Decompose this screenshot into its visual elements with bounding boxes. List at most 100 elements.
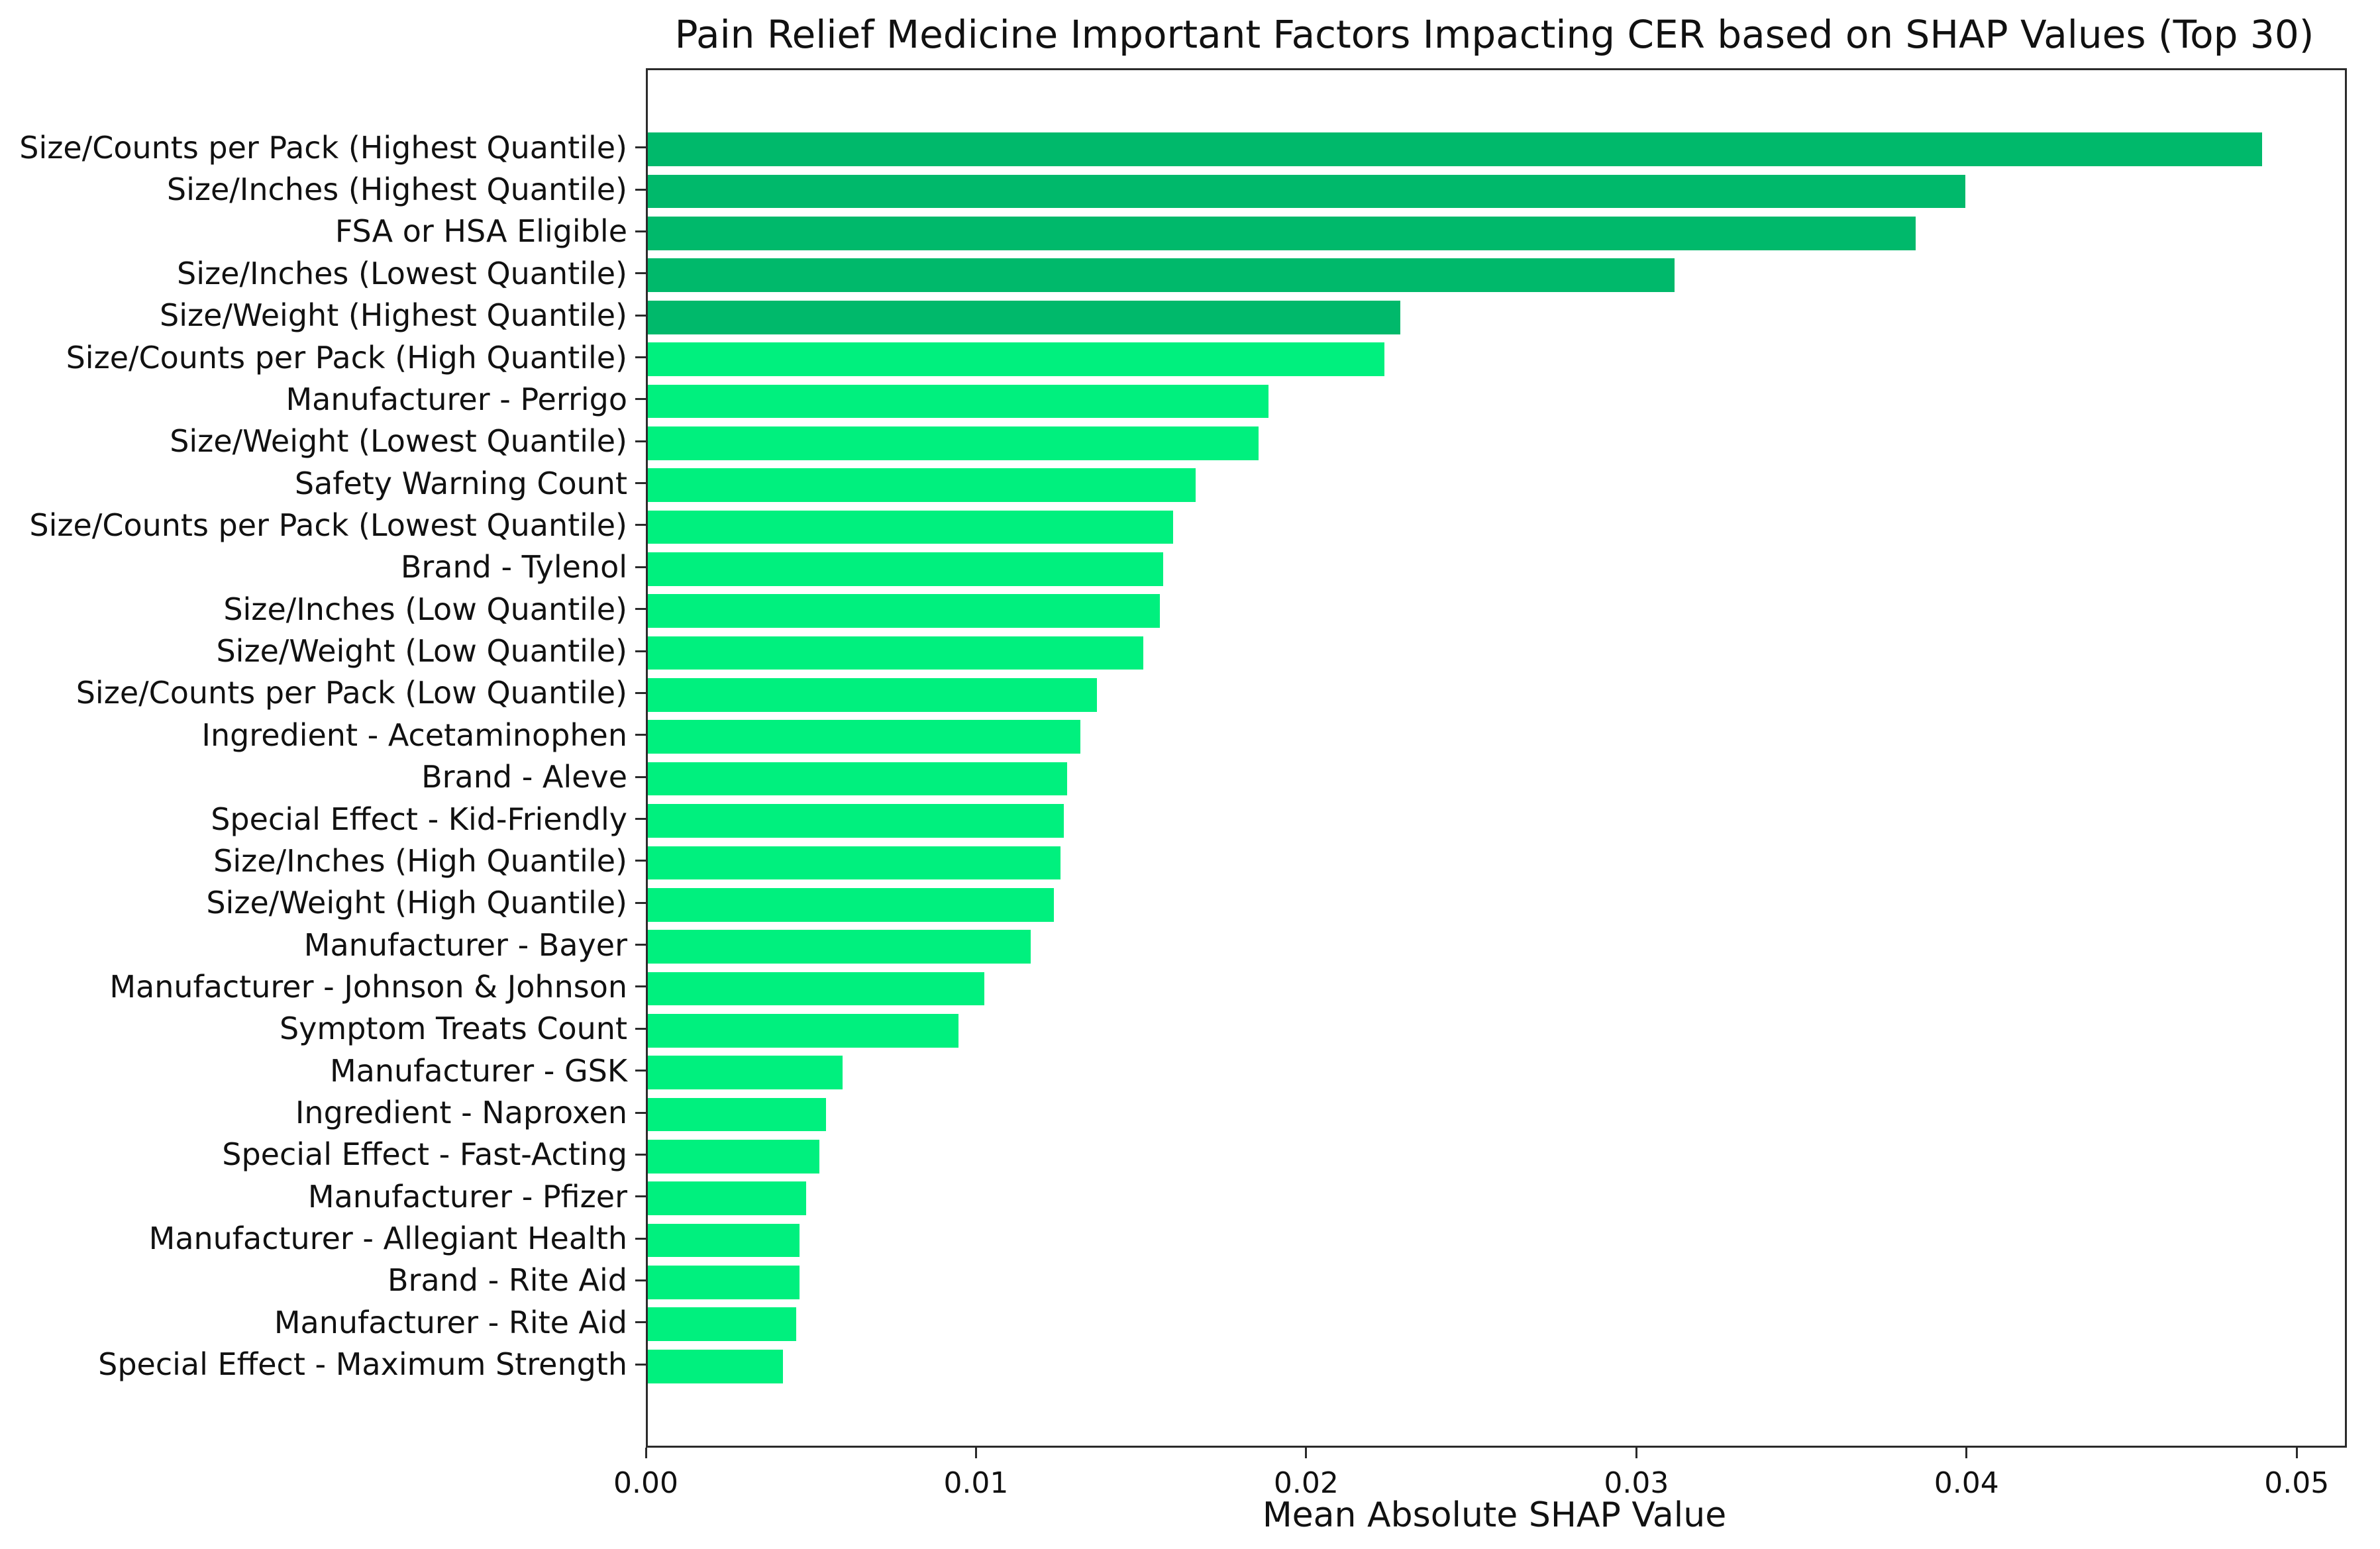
x-tick-mark	[974, 1448, 977, 1458]
x-tick-label: 0.01	[943, 1466, 1009, 1500]
y-axis-label: Special Effect - Kid-Friendly	[211, 801, 627, 837]
y-axis-label: Manufacturer - Bayer	[303, 926, 627, 963]
y-axis-label: Manufacturer - Perrigo	[285, 381, 627, 417]
x-tick-label: 0.00	[613, 1466, 678, 1500]
bar	[648, 804, 1064, 838]
y-tick-mark	[635, 482, 646, 485]
y-tick-mark	[635, 1153, 646, 1156]
y-tick-mark	[635, 944, 646, 946]
bar	[648, 510, 1173, 544]
y-axis-label: Safety Warning Count	[294, 465, 627, 501]
bar	[648, 1056, 843, 1089]
bar	[648, 720, 1080, 754]
bar	[648, 1349, 783, 1383]
y-tick-mark	[635, 1237, 646, 1240]
y-axis-label: Size/Inches (Highest Quantile)	[166, 172, 627, 208]
bar	[648, 1140, 819, 1174]
y-tick-mark	[635, 608, 646, 611]
x-axis-title: Mean Absolute SHAP Value	[1262, 1495, 1727, 1535]
y-tick-mark	[635, 901, 646, 904]
y-axis-label: Special Effect - Fast-Acting	[222, 1136, 627, 1173]
x-tick-mark	[1305, 1448, 1308, 1458]
y-tick-mark	[635, 272, 646, 275]
y-tick-mark	[635, 1279, 646, 1281]
bar	[648, 342, 1384, 376]
y-axis-label: Size/Counts per Pack (Low Quantile)	[76, 675, 627, 711]
y-axis-label: Manufacturer - Allegiant Health	[148, 1221, 627, 1257]
y-axis-label: Manufacturer - Pfizer	[307, 1178, 627, 1215]
y-tick-mark	[635, 314, 646, 317]
bar	[648, 930, 1031, 964]
bar	[648, 426, 1259, 460]
bar	[648, 1181, 806, 1216]
x-tick-label: 0.03	[1604, 1466, 1669, 1500]
y-tick-mark	[635, 398, 646, 401]
y-axis-label: FSA or HSA Eligible	[335, 213, 627, 250]
bar	[648, 594, 1160, 628]
y-axis-label: Ingredient - Acetaminophen	[201, 717, 627, 753]
y-tick-mark	[635, 1027, 646, 1030]
y-axis-label: Manufacturer - Rite Aid	[274, 1304, 627, 1340]
y-tick-mark	[635, 818, 646, 820]
plot-area	[646, 68, 2347, 1448]
bar	[648, 174, 1965, 209]
y-tick-mark	[635, 230, 646, 232]
y-axis-label: Brand - Tylenol	[400, 549, 627, 585]
y-axis-label: Manufacturer - GSK	[329, 1052, 627, 1089]
bar	[648, 1307, 796, 1342]
bar	[648, 468, 1196, 502]
bar	[648, 258, 1675, 293]
x-tick-label: 0.02	[1273, 1466, 1339, 1500]
y-tick-mark	[635, 985, 646, 988]
y-tick-mark	[635, 775, 646, 778]
y-axis-label: Size/Weight (Highest Quantile)	[160, 297, 627, 334]
bar	[648, 972, 984, 1006]
y-tick-mark	[635, 188, 646, 191]
y-tick-mark	[635, 1363, 646, 1366]
bar	[648, 1013, 958, 1048]
bar	[648, 636, 1143, 670]
x-tick-mark	[1635, 1448, 1637, 1458]
y-tick-mark	[635, 356, 646, 359]
y-tick-mark	[635, 1321, 646, 1324]
x-tick-label: 0.05	[2264, 1466, 2330, 1500]
bar	[648, 1223, 800, 1258]
y-axis-label: Brand - Aleve	[421, 759, 627, 795]
bar	[648, 217, 1916, 250]
y-tick-mark	[635, 440, 646, 442]
y-tick-mark	[635, 1070, 646, 1072]
bar	[648, 846, 1061, 880]
x-tick-mark	[2295, 1448, 2298, 1458]
y-axis-label: Special Effect - Maximum Strength	[98, 1346, 627, 1383]
y-tick-mark	[635, 860, 646, 862]
y-tick-mark	[635, 146, 646, 149]
y-tick-mark	[635, 691, 646, 694]
x-tick-mark	[1965, 1448, 1968, 1458]
y-axis-label: Size/Weight (Low Quantile)	[216, 633, 627, 670]
x-tick-label: 0.04	[1934, 1466, 1999, 1500]
y-axis-label: Size/Inches (Lowest Quantile)	[177, 255, 627, 291]
y-axis-label: Symptom Treats Count	[279, 1011, 627, 1047]
y-tick-mark	[635, 1111, 646, 1114]
bar	[648, 132, 2262, 167]
y-tick-mark	[635, 650, 646, 652]
bar	[648, 1097, 826, 1132]
bar	[648, 384, 1268, 419]
y-tick-mark	[635, 734, 646, 736]
chart-title: Pain Relief Medicine Important Factors I…	[674, 12, 2314, 57]
y-axis-label: Size/Weight (Lowest Quantile)	[170, 423, 627, 460]
bar	[648, 762, 1067, 796]
bar	[648, 300, 1400, 334]
y-axis-label: Size/Counts per Pack (High Quantile)	[66, 339, 627, 375]
y-axis-label: Size/Weight (High Quantile)	[206, 885, 627, 921]
y-axis-label: Size/Counts per Pack (Lowest Quantile)	[29, 507, 627, 543]
bar	[648, 887, 1054, 922]
x-tick-mark	[645, 1448, 647, 1458]
y-axis-label: Size/Inches (High Quantile)	[213, 842, 627, 879]
y-tick-mark	[635, 1195, 646, 1198]
bar	[648, 552, 1163, 586]
y-tick-mark	[635, 566, 646, 568]
y-axis-label: Size/Inches (Low Quantile)	[223, 591, 627, 627]
bar	[648, 1266, 800, 1299]
